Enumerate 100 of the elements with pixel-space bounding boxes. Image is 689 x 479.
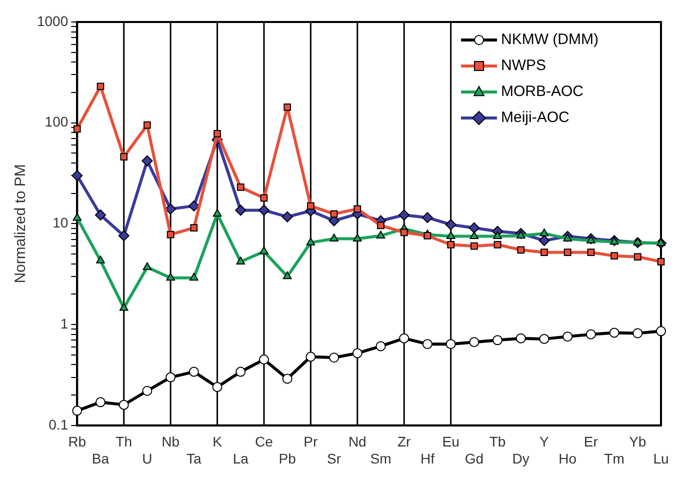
point: [564, 248, 572, 256]
point: [118, 230, 130, 242]
point: [236, 256, 246, 264]
point: [516, 333, 526, 344]
point: [165, 203, 176, 214]
point: [72, 170, 83, 182]
x-tick-label: Tb: [489, 434, 506, 450]
point: [284, 104, 292, 111]
point: [656, 238, 666, 246]
point: [144, 121, 151, 129]
x-tick-label: Hf: [420, 450, 435, 466]
point: [282, 211, 293, 222]
x-tick-label: Dy: [512, 450, 530, 466]
point: [656, 326, 666, 336]
x-tick-label: Pr: [304, 434, 318, 450]
x-tick-label: Er: [584, 434, 598, 450]
point: [353, 234, 362, 242]
point: [587, 248, 595, 256]
point: [422, 212, 433, 224]
x-tick-label: Sm: [370, 450, 392, 466]
point: [352, 348, 362, 358]
point: [166, 272, 175, 281]
point: [258, 354, 269, 365]
y-tick-label: 1000: [36, 12, 68, 29]
point: [610, 252, 618, 260]
point: [586, 329, 596, 340]
x-tick-label: Nd: [348, 434, 366, 450]
point: [376, 341, 386, 352]
point: [166, 372, 176, 382]
x-tick-label: Nb: [162, 434, 180, 450]
point: [260, 194, 268, 202]
point: [492, 335, 503, 346]
x-tick-label: Lu: [653, 450, 669, 466]
point: [446, 339, 456, 350]
point: [190, 224, 198, 232]
x-tick-label: Yb: [629, 434, 646, 450]
point: [330, 234, 338, 242]
point: [96, 397, 106, 408]
point: [398, 209, 410, 220]
legend-label: MORB-AOC: [501, 83, 584, 100]
point: [142, 155, 153, 166]
point: [446, 231, 456, 240]
point: [235, 204, 246, 216]
point: [214, 130, 221, 138]
point: [633, 238, 642, 246]
point: [142, 386, 152, 396]
point: [354, 205, 362, 213]
point: [422, 339, 432, 350]
point: [517, 246, 525, 254]
point: [609, 328, 620, 338]
point: [73, 125, 81, 133]
point: [470, 242, 478, 250]
point: [538, 235, 550, 246]
point: [469, 337, 480, 348]
point: [236, 366, 246, 377]
x-tick-label: U: [142, 450, 152, 466]
point: [118, 400, 129, 410]
point: [212, 208, 222, 217]
point: [282, 271, 292, 280]
point: [445, 219, 456, 230]
x-tick-label: Rb: [68, 434, 86, 450]
point: [212, 382, 222, 392]
point: [377, 222, 384, 230]
point: [329, 352, 340, 363]
legend-label: Meiji-AOC: [501, 109, 570, 126]
point: [330, 210, 338, 218]
point: [399, 333, 410, 344]
point: [307, 202, 314, 210]
x-tick-label: Ta: [186, 450, 202, 466]
x-tick-label: K: [212, 434, 223, 450]
point: [468, 222, 480, 234]
y-tick-label: 1: [60, 315, 68, 332]
point: [470, 231, 479, 240]
x-tick-label: Eu: [442, 434, 460, 450]
point: [306, 238, 316, 246]
point: [119, 302, 128, 311]
point: [516, 230, 526, 238]
x-tick-label: Y: [540, 434, 550, 450]
point: [400, 228, 408, 236]
y-tick-label: 0.1: [48, 416, 68, 432]
x-tick-label: Tm: [604, 450, 624, 466]
legend-label: NKMW (DMM): [501, 31, 598, 48]
x-tick-label: Zr: [397, 434, 412, 450]
point: [376, 230, 386, 238]
point: [188, 200, 200, 212]
x-tick-label: Gd: [464, 450, 484, 466]
point: [236, 184, 244, 191]
point: [260, 246, 268, 254]
x-tick-label: Sr: [327, 450, 342, 466]
x-tick-label: Ho: [558, 450, 577, 466]
point: [190, 272, 198, 281]
point: [96, 82, 104, 90]
point: [540, 248, 548, 256]
point: [95, 209, 106, 220]
point: [586, 236, 596, 244]
point: [539, 334, 550, 344]
point: [72, 406, 82, 416]
y-tick-label: 100: [44, 114, 68, 130]
x-tick-label: Pb: [278, 450, 296, 466]
point: [120, 153, 128, 161]
